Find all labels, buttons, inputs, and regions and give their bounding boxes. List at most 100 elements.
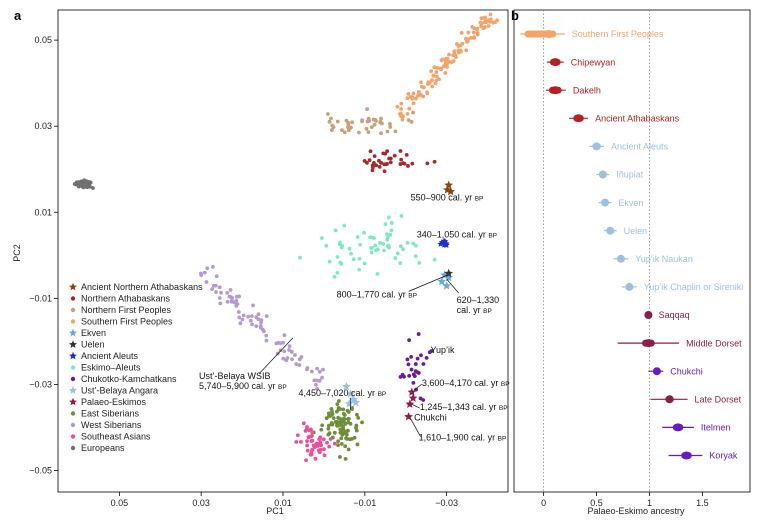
pca-point bbox=[256, 312, 261, 317]
pca-x-tick-label: −0.01 bbox=[353, 498, 376, 508]
forest-row-label: Southern First Peoples bbox=[572, 29, 664, 39]
pca-point bbox=[369, 125, 374, 130]
pca-point bbox=[327, 119, 332, 124]
pca-point bbox=[368, 149, 373, 154]
pca-point bbox=[326, 423, 331, 428]
pca-point bbox=[236, 310, 241, 314]
pca-point bbox=[486, 24, 491, 28]
pca-point bbox=[352, 435, 357, 440]
pca-point bbox=[440, 57, 445, 62]
pca-point bbox=[328, 437, 333, 441]
pca-point bbox=[432, 159, 437, 164]
pca-point bbox=[407, 387, 417, 396]
pca-annotation: 1,245–1,343 cal. yr BP bbox=[420, 402, 508, 412]
annotation-leader-line bbox=[258, 337, 294, 375]
forest-row-label: Ekven bbox=[618, 198, 643, 208]
pca-x-tick-label: 0.03 bbox=[192, 498, 210, 508]
pca-point bbox=[225, 299, 230, 304]
pca-annotation: 3,600–4,170 cal. yr BP bbox=[422, 378, 510, 388]
pca-point bbox=[254, 324, 259, 329]
legend-marker bbox=[69, 282, 77, 291]
pca-point bbox=[471, 30, 476, 35]
pca-y-tick-label: −0.03 bbox=[29, 379, 52, 389]
pca-point bbox=[335, 402, 340, 407]
pca-point bbox=[357, 130, 361, 135]
pca-point bbox=[459, 49, 463, 54]
pca-y-tick-label: 0.05 bbox=[34, 35, 52, 45]
pca-point bbox=[405, 399, 415, 408]
pca-point bbox=[452, 49, 457, 54]
pca-point bbox=[399, 157, 404, 162]
pca-point bbox=[298, 255, 302, 260]
pca-point bbox=[295, 433, 300, 438]
pca-point bbox=[301, 421, 306, 426]
pca-point bbox=[379, 116, 383, 121]
pca-point bbox=[214, 290, 218, 294]
estimate-point bbox=[644, 311, 653, 319]
legend-entry: Northern First Peoples bbox=[81, 305, 172, 315]
forest-row-label: Yup’ik Chaplin or Sireniki bbox=[644, 282, 744, 292]
pca-point bbox=[305, 448, 310, 453]
pca-point bbox=[355, 442, 360, 447]
pca-point bbox=[326, 432, 331, 437]
pca-point bbox=[385, 129, 390, 134]
legend-marker bbox=[69, 351, 77, 360]
pca-point bbox=[413, 362, 418, 366]
pca-point bbox=[405, 111, 410, 116]
pca-point bbox=[343, 456, 348, 461]
pca-point bbox=[372, 154, 377, 159]
bp-suffix: BP bbox=[498, 436, 507, 443]
pca-point bbox=[407, 338, 412, 343]
pca-point bbox=[399, 214, 404, 218]
pca-x-tick-label: −0.03 bbox=[435, 498, 458, 508]
estimate-point bbox=[551, 58, 560, 67]
pca-point bbox=[372, 160, 376, 165]
forest-x-tick-label: 0 bbox=[541, 498, 546, 508]
bp-suffix: BP bbox=[483, 308, 492, 315]
pca-point bbox=[385, 237, 390, 242]
pca-point bbox=[418, 93, 423, 97]
pca-point bbox=[346, 389, 355, 398]
pca-point bbox=[346, 416, 351, 421]
estimate-point bbox=[606, 226, 615, 235]
pca-point bbox=[382, 162, 387, 167]
legend-marker bbox=[70, 434, 76, 439]
pca-point bbox=[339, 442, 344, 446]
estimate-point bbox=[601, 198, 610, 207]
pca-point bbox=[258, 325, 263, 330]
pca-point bbox=[337, 399, 341, 403]
pca-point bbox=[362, 230, 367, 235]
pca-point bbox=[326, 411, 331, 416]
estimate-point bbox=[592, 142, 601, 151]
pca-point bbox=[281, 356, 286, 361]
pca-point bbox=[339, 245, 344, 250]
pca-point bbox=[382, 169, 387, 174]
pca-point bbox=[346, 447, 351, 452]
pca-point bbox=[399, 107, 403, 111]
pca-point bbox=[406, 164, 410, 168]
estimate-point bbox=[616, 254, 625, 263]
forest-row-label: Koryak bbox=[709, 451, 738, 461]
legend-entry: Ancient Northern Athabaskans bbox=[81, 282, 203, 292]
pca-point bbox=[406, 92, 411, 96]
pca-point bbox=[398, 244, 403, 249]
pca-point bbox=[310, 447, 315, 452]
pca-point bbox=[250, 322, 254, 327]
pca-point bbox=[332, 430, 337, 435]
pca-point bbox=[317, 369, 322, 374]
pca-point bbox=[392, 153, 397, 158]
pca-point bbox=[421, 362, 426, 366]
pca-point bbox=[469, 35, 473, 40]
pca-point bbox=[327, 259, 332, 264]
legend-marker bbox=[70, 296, 76, 301]
legend-entry: Chukotko-Kamchatkans bbox=[81, 374, 177, 384]
pca-point bbox=[491, 20, 496, 25]
pca-point bbox=[411, 241, 416, 246]
pca-point bbox=[276, 340, 281, 345]
pca-point bbox=[470, 24, 475, 29]
annotation-leader-line bbox=[408, 275, 447, 292]
pca-point bbox=[405, 241, 410, 245]
pca-point bbox=[430, 78, 434, 83]
pca-point bbox=[453, 53, 458, 58]
